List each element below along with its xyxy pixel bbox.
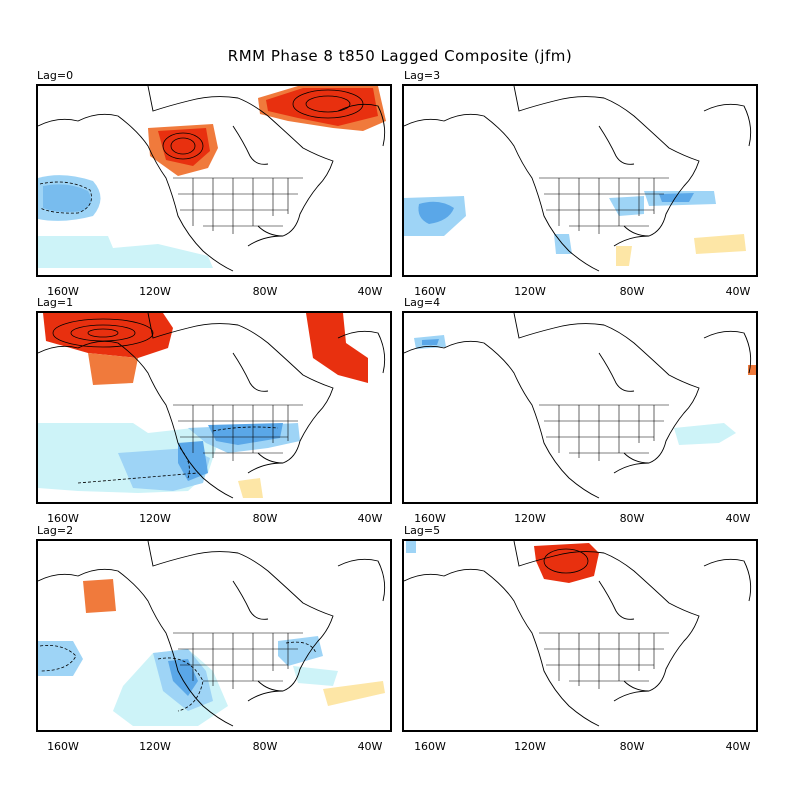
x-tick-label: 40W: [357, 512, 383, 525]
x-tick-label: 160W: [414, 285, 446, 298]
x-tick-label: 160W: [47, 740, 79, 753]
map-panel-lag1: [36, 311, 392, 504]
coastlines: [38, 313, 386, 499]
x-tick-label: 80W: [252, 512, 278, 525]
coastlines: [404, 313, 752, 499]
x-tick-label: 40W: [725, 512, 751, 525]
panel-label-lag3: Lag=3: [404, 69, 441, 82]
x-tick-label: 40W: [357, 285, 383, 298]
panel-label-lag4: Lag=4: [404, 296, 441, 309]
map-panel-lag0: [36, 84, 392, 277]
coastlines: [38, 541, 386, 727]
x-tick-label: 80W: [619, 285, 645, 298]
map-panel-lag3: [402, 84, 758, 277]
x-tick-label: 120W: [514, 512, 546, 525]
contour-lines: [52, 318, 279, 484]
x-tick-label: 120W: [139, 512, 171, 525]
x-tick-label: 80W: [619, 740, 645, 753]
map-panel-lag5: [402, 539, 758, 732]
state-borders: [539, 632, 669, 689]
panel-label-lag0: Lag=0: [37, 69, 74, 82]
anomaly-shading: [404, 191, 746, 266]
state-borders: [173, 404, 303, 461]
map-panel-lag4: [402, 311, 758, 504]
anomaly-shading: [406, 541, 599, 583]
anomaly-shading: [38, 313, 368, 498]
x-tick-label: 40W: [725, 285, 751, 298]
x-tick-label: 120W: [139, 285, 171, 298]
anomaly-shading: [38, 579, 385, 726]
figure-title: RMM Phase 8 t850 Lagged Composite (jfm): [227, 47, 573, 65]
state-borders: [539, 177, 669, 234]
state-borders: [539, 404, 669, 461]
x-tick-label: 120W: [139, 740, 171, 753]
anomaly-shading: [38, 86, 386, 268]
x-tick-label: 160W: [414, 740, 446, 753]
x-tick-label: 160W: [47, 285, 79, 298]
x-tick-label: 160W: [47, 512, 79, 525]
x-tick-label: 40W: [725, 740, 751, 753]
map-panel-lag2: [36, 539, 392, 732]
coastlines: [404, 541, 752, 727]
state-borders: [173, 177, 303, 234]
panel-label-lag2: Lag=2: [37, 524, 74, 537]
coastlines: [38, 86, 386, 272]
anomaly-shading: [414, 335, 756, 445]
x-tick-label: 160W: [414, 512, 446, 525]
panel-label-lag5: Lag=5: [404, 524, 441, 537]
x-tick-label: 40W: [357, 740, 383, 753]
panel-label-lag1: Lag=1: [37, 296, 74, 309]
x-tick-label: 80W: [619, 512, 645, 525]
x-tick-label: 80W: [252, 285, 278, 298]
coastlines: [404, 86, 752, 272]
x-tick-label: 120W: [514, 740, 546, 753]
contour-lines: [543, 548, 589, 574]
x-tick-label: 80W: [252, 740, 278, 753]
x-tick-label: 120W: [514, 285, 546, 298]
state-borders: [173, 632, 303, 689]
